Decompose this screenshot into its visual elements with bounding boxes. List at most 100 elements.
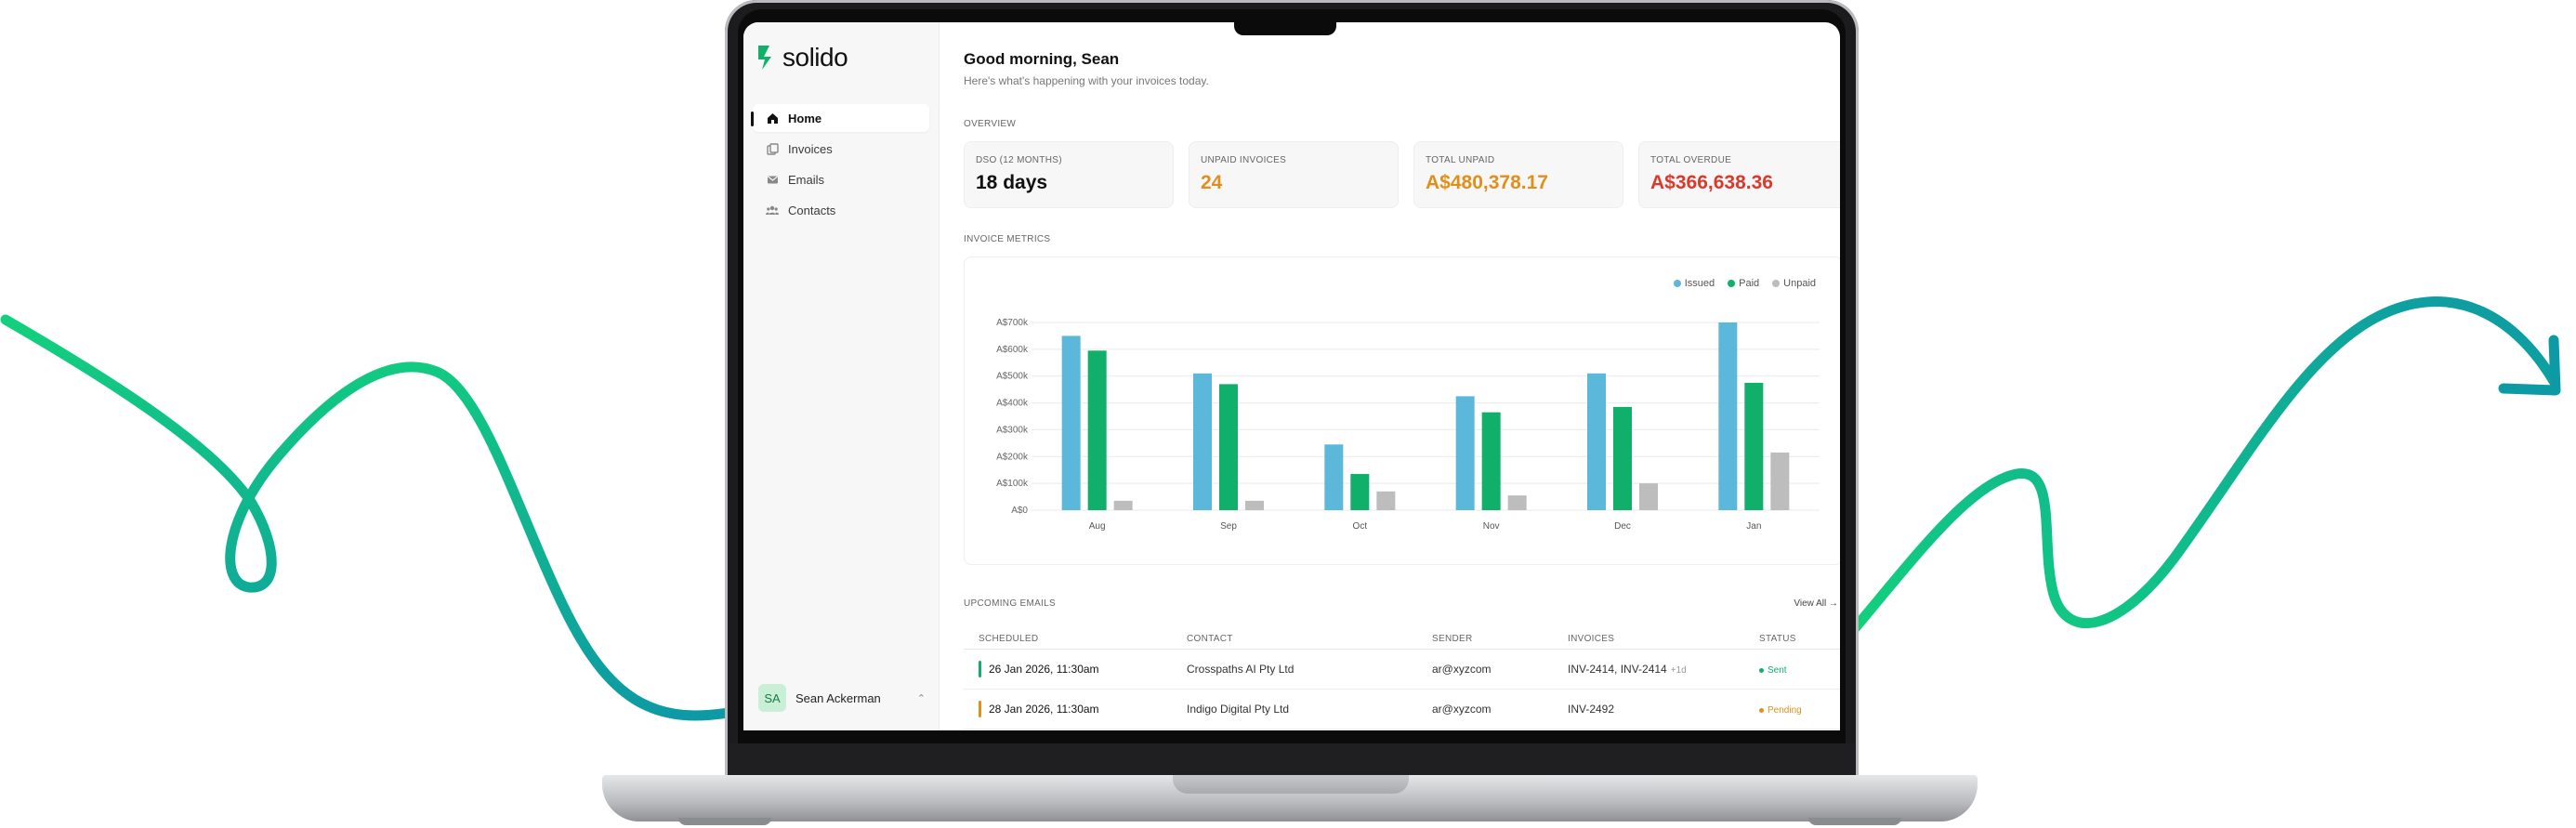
sidebar-item-emails[interactable]: Emails bbox=[753, 165, 929, 193]
home-icon bbox=[766, 112, 779, 125]
bar-issued bbox=[1718, 322, 1738, 510]
laptop-foot-left bbox=[678, 818, 771, 825]
sidebar-item-label: Home bbox=[788, 111, 822, 125]
stat-card-dso: DSO (12 MONTHS) 18 days bbox=[964, 141, 1174, 208]
bar-issued bbox=[1455, 396, 1475, 510]
upcoming-emails-label: UPCOMING EMAILS bbox=[964, 598, 1056, 609]
bar-paid bbox=[1481, 412, 1501, 510]
solido-logo-icon bbox=[758, 46, 771, 70]
status-dot bbox=[1759, 708, 1764, 713]
legend-label: Paid bbox=[1739, 278, 1760, 289]
sender-address: ar@xyzcom bbox=[1432, 703, 1492, 716]
y-tick-label: A$200k bbox=[996, 452, 1029, 462]
y-tick-label: A$600k bbox=[996, 345, 1029, 355]
bar-unpaid bbox=[1113, 500, 1133, 510]
bar-paid bbox=[1613, 406, 1632, 510]
status-badge: Pending bbox=[1759, 705, 1802, 716]
legend-item-paid[interactable]: Paid bbox=[1728, 278, 1759, 289]
table-row[interactable]: 28 Jan 2026, 11:30am Indigo Digital Pty … bbox=[964, 690, 1840, 729]
x-tick-label: Oct bbox=[1353, 521, 1368, 532]
bar-unpaid bbox=[1770, 452, 1790, 510]
overview-label: OVERVIEW bbox=[964, 119, 1017, 129]
view-all-link[interactable]: View All → bbox=[1794, 598, 1838, 609]
legend-item-unpaid[interactable]: Unpaid bbox=[1772, 278, 1816, 289]
y-tick-label: A$300k bbox=[996, 425, 1029, 435]
invoice-list: INV-2492 bbox=[1568, 703, 1615, 716]
laptop-foot-right bbox=[1808, 818, 1901, 825]
user-name: Sean Ackerman bbox=[795, 690, 881, 705]
bar-paid bbox=[1087, 350, 1107, 510]
bar-unpaid bbox=[1245, 500, 1264, 510]
camera-notch bbox=[1234, 20, 1336, 35]
status-dot bbox=[1759, 668, 1764, 673]
contacts-icon bbox=[766, 204, 779, 217]
table-header: SCHEDULED CONTACT SENDER INVOICES STATUS bbox=[964, 628, 1840, 650]
mail-icon bbox=[766, 173, 779, 186]
brand-name: solido bbox=[782, 43, 848, 72]
invoice-metrics-chart: Issued Paid Unpaid A$0 A$100k A$200k A$300k… bbox=[964, 256, 1840, 565]
sidebar-item-home[interactable]: Home bbox=[751, 104, 929, 132]
stat-label: UNPAID INVOICES bbox=[1201, 155, 1287, 165]
stat-label: TOTAL UNPAID bbox=[1426, 155, 1495, 165]
chart-legend: Issued Paid Unpaid bbox=[1673, 278, 1816, 289]
stat-value: A$366,638.36 bbox=[1650, 172, 1773, 193]
laptop-base-lip bbox=[1173, 775, 1409, 794]
bar-issued bbox=[1324, 444, 1344, 510]
x-tick-label: Jan bbox=[1746, 521, 1761, 532]
sidebar-item-contacts[interactable]: Contacts bbox=[753, 196, 929, 224]
x-tick-label: Nov bbox=[1483, 521, 1500, 532]
sidebar: solido Home Invoices Emails bbox=[743, 22, 940, 730]
y-tick-label: A$500k bbox=[996, 372, 1029, 382]
stat-label: TOTAL OVERDUE bbox=[1650, 155, 1732, 165]
contact-name: Crosspaths AI Pty Ltd bbox=[1187, 663, 1295, 676]
legend-swatch bbox=[1728, 280, 1736, 287]
legend-swatch bbox=[1673, 280, 1681, 287]
stat-card-unpaid-invoices: UNPAID INVOICES 24 bbox=[1189, 141, 1399, 208]
x-tick-label: Aug bbox=[1089, 521, 1106, 532]
legend-item-issued[interactable]: Issued bbox=[1673, 278, 1715, 289]
y-tick-label: A$400k bbox=[996, 399, 1029, 409]
x-tick-label: Dec bbox=[1614, 521, 1631, 532]
table-row[interactable]: 26 Jan 2026, 11:30am Crosspaths AI Pty L… bbox=[964, 650, 1840, 690]
invoice-metrics-label: INVOICE METRICS bbox=[964, 234, 1051, 244]
app-screen: solido Home Invoices Emails bbox=[743, 22, 1840, 730]
sidebar-item-invoices[interactable]: Invoices bbox=[753, 135, 929, 163]
status-indicator-bar bbox=[979, 661, 981, 677]
legend-swatch bbox=[1772, 280, 1781, 287]
main-content: Good morning, Sean Here's what's happeni… bbox=[940, 22, 1840, 730]
overview-cards: DSO (12 MONTHS) 18 days UNPAID INVOICES … bbox=[964, 141, 1840, 208]
legend-label: Issued bbox=[1684, 278, 1715, 289]
column-header[interactable]: CONTACT bbox=[1187, 633, 1233, 644]
bar-paid bbox=[1219, 384, 1238, 510]
user-menu[interactable]: SA Sean Ackerman ⌃ bbox=[758, 684, 926, 712]
avatar: SA bbox=[758, 684, 786, 712]
bar-issued bbox=[1587, 373, 1606, 510]
column-header[interactable]: SCHEDULED bbox=[979, 633, 1039, 644]
bar-chart: A$0 A$100k A$200k A$300k A$400k A$500k A$600k A… bbox=[996, 318, 1820, 532]
scheduled-time: 26 Jan 2026, 11:30am bbox=[989, 663, 1099, 676]
upcoming-emails-table: SCHEDULED CONTACT SENDER INVOICES STATUS… bbox=[964, 628, 1840, 729]
bar-paid bbox=[1350, 474, 1370, 510]
sidebar-item-label: Emails bbox=[788, 172, 825, 187]
status-label: Pending bbox=[1768, 705, 1802, 716]
invoices-icon bbox=[766, 142, 779, 155]
sender-address: ar@xyzcom bbox=[1432, 663, 1492, 676]
bar-issued bbox=[1061, 335, 1081, 510]
column-header[interactable]: SENDER bbox=[1432, 633, 1473, 644]
logo[interactable]: solido bbox=[756, 43, 848, 72]
stat-value: 24 bbox=[1201, 172, 1223, 193]
column-header[interactable]: STATUS bbox=[1759, 633, 1796, 644]
status-label: Sent bbox=[1768, 665, 1787, 676]
legend-label: Unpaid bbox=[1783, 278, 1816, 289]
invoice-list: INV-2414, INV-2414 bbox=[1568, 663, 1667, 676]
stat-card-total-overdue: TOTAL OVERDUE A$366,638.36 bbox=[1638, 141, 1840, 208]
page-title: Good morning, Sean bbox=[964, 50, 1120, 68]
status-indicator-bar bbox=[979, 701, 981, 717]
chevron-up-icon: ⌃ bbox=[916, 692, 926, 704]
y-tick-label: A$100k bbox=[996, 479, 1029, 489]
x-tick-label: Sep bbox=[1220, 521, 1237, 532]
laptop-chin bbox=[729, 743, 1855, 779]
column-header[interactable]: INVOICES bbox=[1568, 633, 1615, 644]
stat-label: DSO (12 MONTHS) bbox=[976, 155, 1062, 165]
sidebar-nav: Home Invoices Emails Contacts bbox=[751, 104, 929, 227]
